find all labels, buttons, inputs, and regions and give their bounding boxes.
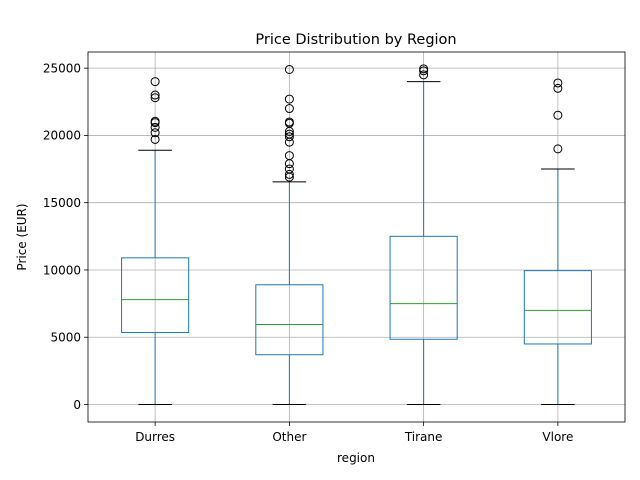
outlier-point	[553, 83, 563, 93]
box-vlore	[523, 78, 592, 406]
box-other	[255, 64, 324, 406]
outlier-point	[150, 116, 160, 126]
outlier-point	[419, 70, 429, 80]
y-tick-label: 20000	[43, 129, 81, 143]
iqr-box	[523, 270, 592, 345]
outlier-point	[284, 132, 294, 142]
x-tick-label: Tirane	[404, 430, 443, 444]
plot-frame	[87, 51, 626, 423]
chart-title: Price Distribution by Region	[255, 32, 456, 48]
x-tick-label: Vlore	[542, 430, 573, 444]
iqr-box	[121, 257, 190, 334]
box-durres	[121, 77, 190, 406]
x-axis-label: region	[337, 451, 375, 465]
box-tirane	[389, 64, 458, 406]
box-layer	[121, 64, 592, 406]
y-axis-label: Price (EUR)	[15, 203, 29, 270]
iqr-box	[255, 284, 324, 356]
outlier-point	[284, 64, 294, 74]
outlier-point	[553, 78, 563, 88]
outlier-point	[284, 117, 294, 127]
outlier-point	[284, 94, 294, 104]
outlier-point	[150, 93, 160, 103]
outlier-point	[419, 64, 429, 74]
iqr-box	[389, 235, 458, 340]
tick-layer: 0 5000 10000 15000 20000 25000 Durres Other Tira…	[43, 61, 574, 444]
y-tick-label: 25000	[43, 61, 81, 75]
y-tick-label: 5000	[50, 331, 81, 345]
outlier-point	[284, 164, 294, 174]
outlier-point	[284, 129, 294, 139]
x-tick-label: Durres	[135, 430, 175, 444]
outlier-point	[284, 151, 294, 161]
x-tick-label: Other	[272, 430, 306, 444]
outlier-point	[150, 122, 160, 132]
outlier-point	[150, 134, 160, 144]
outlier-point	[553, 144, 563, 154]
outlier-point	[150, 90, 160, 100]
outlier-point	[553, 110, 563, 120]
y-tick-label: 10000	[43, 263, 81, 277]
outlier-point	[284, 169, 294, 179]
y-tick-label: 0	[73, 398, 81, 412]
outlier-point	[150, 128, 160, 138]
y-tick-label: 15000	[43, 196, 81, 210]
outlier-point	[284, 104, 294, 114]
outlier-point	[150, 77, 160, 87]
